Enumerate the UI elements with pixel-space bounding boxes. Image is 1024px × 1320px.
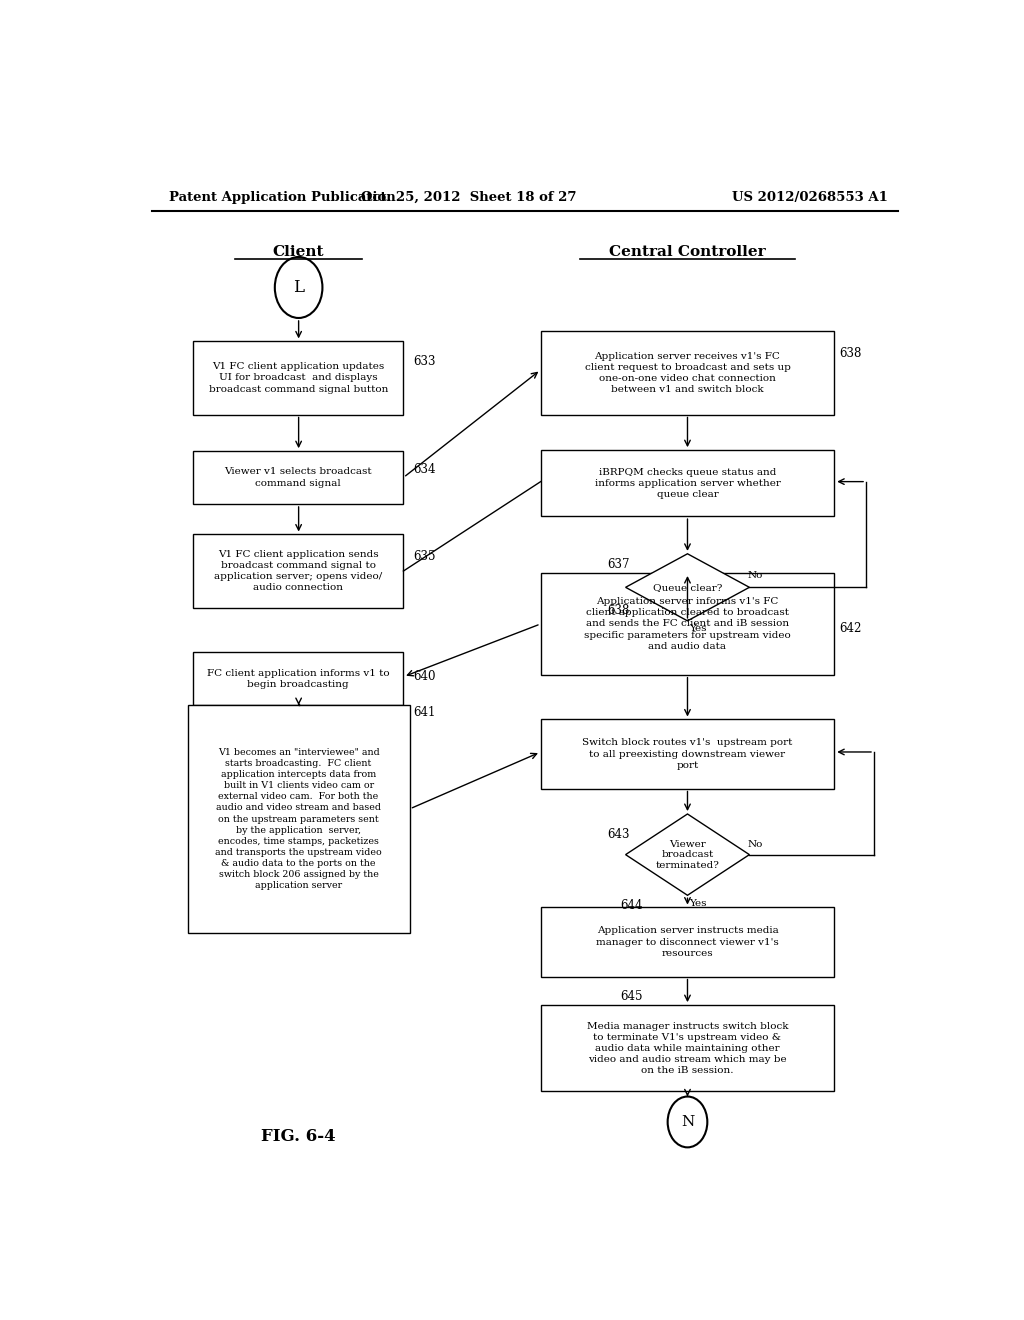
Text: Application server receives v1's FC
client request to broadcast and sets up
one-: Application server receives v1's FC clie… (585, 351, 791, 393)
Text: 637: 637 (607, 558, 630, 572)
FancyBboxPatch shape (194, 535, 403, 607)
FancyBboxPatch shape (541, 331, 835, 414)
FancyBboxPatch shape (194, 451, 403, 504)
Text: 634: 634 (413, 463, 435, 477)
Text: Client: Client (272, 246, 325, 259)
FancyBboxPatch shape (541, 719, 835, 788)
Text: 641: 641 (413, 706, 435, 719)
FancyBboxPatch shape (194, 652, 403, 705)
Text: V1 FC client application updates
UI for broadcast  and displays
broadcast comman: V1 FC client application updates UI for … (209, 363, 388, 393)
Text: Yes: Yes (689, 899, 707, 908)
FancyBboxPatch shape (541, 1005, 835, 1092)
FancyBboxPatch shape (541, 450, 835, 516)
Text: No: No (748, 570, 763, 579)
FancyBboxPatch shape (541, 907, 835, 977)
FancyBboxPatch shape (541, 573, 835, 675)
Text: 638: 638 (607, 605, 630, 618)
Text: Yes: Yes (689, 624, 707, 634)
Text: V1 FC client application sends
broadcast command signal to
application server; o: V1 FC client application sends broadcast… (214, 550, 382, 593)
Text: Viewer
broadcast
terminated?: Viewer broadcast terminated? (655, 840, 720, 870)
Text: iBRPQM checks queue status and
informs application server whether
queue clear: iBRPQM checks queue status and informs a… (595, 467, 780, 499)
Text: 644: 644 (621, 899, 643, 912)
Text: 635: 635 (413, 550, 435, 564)
Text: 640: 640 (413, 671, 435, 684)
Text: Queue clear?: Queue clear? (653, 583, 722, 591)
Text: Patent Application Publication: Patent Application Publication (169, 190, 396, 203)
Text: Central Controller: Central Controller (609, 246, 766, 259)
Text: Switch block routes v1's  upstream port
to all preexisting downstream viewer
por: Switch block routes v1's upstream port t… (583, 738, 793, 770)
Text: Viewer v1 selects broadcast
command signal: Viewer v1 selects broadcast command sign… (224, 467, 372, 487)
Text: 638: 638 (839, 347, 861, 360)
Text: Application server informs v1's FC
client application cleared to broadcast
and s: Application server informs v1's FC clien… (584, 597, 791, 651)
Text: V1 becomes an "interviewee" and
starts broadcasting.  FC client
application inte: V1 becomes an "interviewee" and starts b… (215, 748, 382, 890)
Text: Oct. 25, 2012  Sheet 18 of 27: Oct. 25, 2012 Sheet 18 of 27 (361, 190, 577, 203)
Text: N: N (681, 1115, 694, 1129)
Text: FC client application informs v1 to
begin broadcasting: FC client application informs v1 to begi… (207, 669, 389, 689)
Text: 642: 642 (839, 623, 861, 635)
Polygon shape (626, 814, 750, 895)
Text: US 2012/0268553 A1: US 2012/0268553 A1 (732, 190, 888, 203)
FancyBboxPatch shape (187, 705, 410, 933)
Text: Media manager instructs switch block
to terminate V1's upstream video &
audio da: Media manager instructs switch block to … (587, 1022, 788, 1074)
Polygon shape (626, 554, 750, 620)
Text: FIG. 6-4: FIG. 6-4 (261, 1127, 336, 1144)
Text: No: No (748, 840, 763, 849)
Text: 643: 643 (607, 828, 630, 841)
FancyBboxPatch shape (194, 342, 403, 414)
Text: 645: 645 (621, 990, 643, 1003)
Text: 633: 633 (413, 355, 435, 368)
Text: Application server instructs media
manager to disconnect viewer v1's
resources: Application server instructs media manag… (596, 927, 779, 957)
Text: L: L (293, 279, 304, 296)
